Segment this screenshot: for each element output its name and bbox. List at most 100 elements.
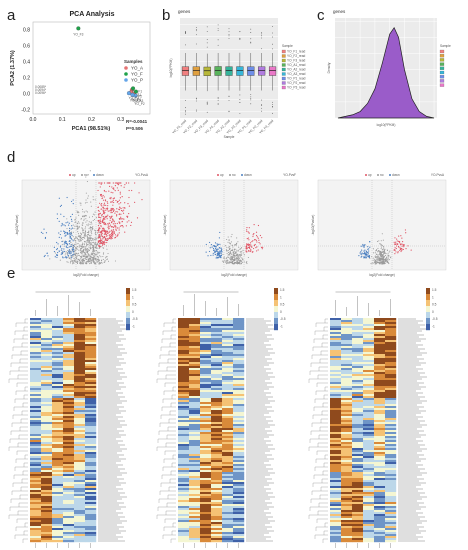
volcano-point-no [226, 247, 228, 249]
volcano-point-no [100, 256, 102, 258]
heatmap-cell [233, 534, 245, 537]
heatmap-cell [85, 320, 97, 323]
volcano-point-up [115, 215, 118, 217]
volcano-point-down [60, 230, 62, 232]
heatmap-cell [374, 342, 386, 345]
boxplot-outlier [185, 31, 186, 32]
volcano-point-no [75, 248, 77, 250]
heatmap-cell [178, 482, 190, 485]
heatmap-cell [63, 472, 75, 475]
heatmap-cell [233, 510, 245, 513]
heatmap-cell [222, 428, 234, 431]
heatmap-cell [41, 462, 53, 465]
heatmap-cell [63, 360, 75, 363]
volcano-point-no [374, 255, 376, 257]
heatmap-cell [41, 522, 53, 525]
heatmap-cell [385, 394, 397, 397]
heatmap-cell [63, 492, 75, 495]
volcano-legend-marker [217, 174, 219, 176]
heatmap-cell [374, 352, 386, 355]
heatmap-cell [200, 334, 212, 337]
volcano-point-up [247, 237, 250, 239]
heatmap-cell [74, 534, 86, 537]
boxplot-outlier [250, 98, 252, 100]
heatmap-cell [52, 482, 64, 485]
volcano-point-down [365, 257, 368, 259]
volcano-point-no [234, 254, 236, 257]
heatmap-cell [63, 330, 75, 333]
volcano-point-down [71, 245, 73, 248]
heatmap-cell [74, 398, 86, 401]
volcano-point-down [72, 199, 74, 201]
volcano-point-up [98, 236, 100, 239]
heatmap-cell [352, 362, 364, 365]
volcano-point-up [106, 239, 109, 242]
heatmap-cell [385, 350, 397, 353]
heatmap-cell [178, 338, 190, 341]
volcano-point-no [383, 256, 385, 258]
heatmap-cell [211, 400, 223, 403]
heatmap-row-label [398, 444, 425, 446]
heatmap-cell [200, 444, 212, 447]
heatmap-row-label [98, 480, 119, 482]
heatmap-cell [352, 326, 364, 329]
heatmap-cell [85, 520, 97, 523]
heatmap-cell [30, 526, 42, 529]
boxplot-box [203, 66, 211, 76]
heatmap-cell [200, 478, 212, 481]
heatmap-cell [363, 532, 375, 535]
volcano-point-up [124, 231, 126, 233]
heatmap-cell [52, 508, 64, 511]
heatmap-row-label [98, 452, 117, 454]
heatmap-cell [30, 438, 42, 441]
heatmap-cell [352, 538, 364, 541]
heatmap-cell [330, 470, 342, 473]
heatmap-cell [363, 362, 375, 365]
volcano-point-down [366, 254, 368, 256]
volcano-point-no [231, 250, 233, 252]
heatmap-cell [189, 386, 201, 389]
volcano-point-up [403, 246, 405, 248]
heatmap-cell [30, 428, 42, 431]
volcano-point-no [84, 226, 87, 228]
volcano-point-down [68, 227, 71, 229]
heatmap-cell [189, 510, 201, 513]
heatmap-cell [41, 538, 53, 541]
volcano-point-up [111, 232, 114, 234]
heatmap-cell [330, 336, 342, 339]
heatmap-cell [41, 430, 53, 433]
heatmap-cell [30, 440, 42, 443]
heatmap-legend-swatch [126, 294, 130, 301]
heatmap-cell [374, 348, 386, 351]
heatmap-cell [52, 496, 64, 499]
heatmap-row-label [98, 338, 126, 340]
volcano-point-no [386, 249, 388, 252]
heatmap-cell [41, 472, 53, 475]
pca-point-label: YO_A2 [130, 99, 141, 103]
heatmap-row-label [398, 528, 419, 530]
heatmap-cell [74, 502, 86, 505]
heatmap-cell [211, 374, 223, 377]
heatmap-cell [52, 334, 64, 337]
heatmap-cell [341, 374, 353, 377]
heatmap-cell [200, 386, 212, 389]
heatmap-row-label [98, 384, 119, 386]
heatmap-cell [222, 478, 234, 481]
heatmap-cell [41, 514, 53, 517]
volcano-point-up [110, 207, 112, 210]
heatmap-cell [41, 464, 53, 467]
volcano-point-up [103, 213, 105, 215]
heatmap-row-label [398, 350, 420, 352]
heatmap-cell [189, 390, 201, 393]
heatmap-cell [352, 328, 364, 331]
volcano-point-no [224, 260, 226, 262]
volcano-point-no [83, 254, 85, 256]
heatmap-cell [352, 480, 364, 483]
heatmap-cell [385, 402, 397, 405]
boxplot-outlier [217, 44, 219, 46]
heatmap-cell [189, 384, 201, 387]
volcano-point-up [100, 195, 102, 197]
volcano-point-up [253, 245, 256, 247]
volcano-point-no [105, 245, 107, 247]
heatmap-cell [30, 452, 42, 455]
